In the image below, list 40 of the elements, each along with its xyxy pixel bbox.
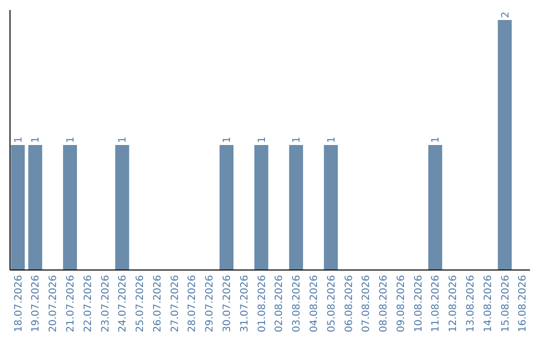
x-tick-label: 29.07.2026	[204, 275, 216, 332]
data-label: 1	[30, 136, 42, 143]
x-tick-label: 20.07.2026	[48, 275, 60, 332]
data-label: 1	[13, 136, 24, 143]
x-tick-label: 05.08.2026	[326, 275, 338, 332]
x-tick-label: 22.07.2026	[82, 275, 94, 332]
x-tick-label: 13.08.2026	[466, 275, 476, 332]
x-tick-label: 02.08.2026	[274, 275, 286, 332]
data-label: 1	[256, 136, 268, 143]
x-tick-label: 04.08.2026	[308, 275, 320, 332]
x-tick-label: 14.08.2026	[482, 275, 494, 332]
x-tick-label: 16.08.2026	[518, 275, 529, 332]
data-label: 1	[326, 136, 338, 143]
x-tick-label: 19.07.2026	[30, 275, 42, 332]
data-label: 2	[500, 12, 512, 18]
data-label: 1	[222, 136, 234, 143]
x-tick-label: 31.07.2026	[239, 275, 250, 332]
x-tick-label: 27.07.2026	[170, 275, 181, 332]
data-label: 1	[430, 136, 442, 143]
x-tick-label: 28.07.2026	[187, 275, 198, 332]
x-tick-label: 09.08.2026	[396, 275, 407, 332]
x-tick-label: 11.08.2026	[430, 275, 442, 332]
x-tick-label: 10.08.2026	[413, 275, 424, 332]
x-tick-label: 24.07.2026	[118, 275, 129, 332]
x-tick-label: 26.07.2026	[152, 275, 164, 332]
x-tick-label: 21.07.2026	[66, 275, 76, 332]
x-tick-label: 30.07.2026	[222, 275, 234, 332]
x-tick-label: 03.08.2026	[292, 275, 303, 332]
x-tick-label: 25.07.2026	[135, 275, 146, 332]
data-label: 1	[118, 136, 129, 143]
x-tick-label: 23.07.2026	[100, 275, 112, 332]
x-tick-label: 07.08.2026	[361, 275, 372, 332]
data-label: 1	[66, 136, 76, 143]
data-label: 1	[292, 136, 303, 143]
x-tick-label: 08.08.2026	[378, 275, 390, 332]
x-tick-label: 01.08.2026	[256, 275, 268, 332]
x-tick-label: 12.08.2026	[448, 275, 460, 332]
x-tick-label: 18.07.2026	[13, 275, 24, 332]
x-tick-label: 15.08.2026	[500, 275, 512, 332]
x-tick-label: 06.08.2026	[344, 275, 355, 332]
